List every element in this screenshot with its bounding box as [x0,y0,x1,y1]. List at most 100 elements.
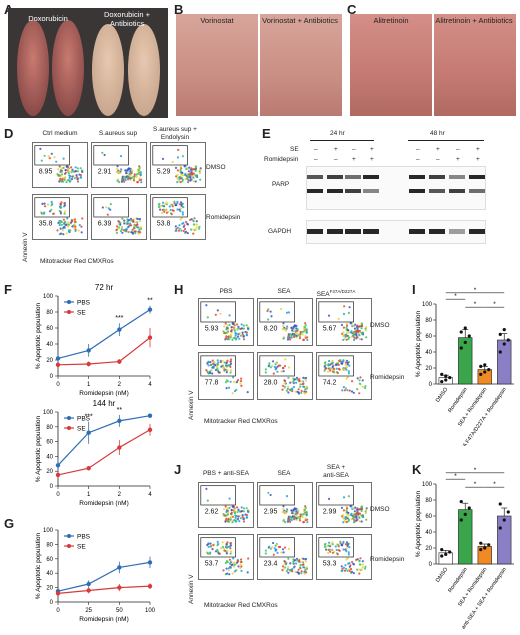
gate-percentage: 53.7 [205,560,219,567]
gate-percentage: 5.67 [323,326,337,333]
j-col-1: SEA [277,470,291,477]
panel-label-g: G [4,516,15,531]
gapdh-band [409,229,425,234]
data-point [448,550,452,554]
flow-plot-h-1-2: 74.2 [316,352,372,400]
y-tick-label: 0 [429,382,433,388]
d-xlabel: Mitotracker Red CMXRos [40,258,114,265]
j-xlabel: Mitotracker Red CMXRos [204,602,278,609]
legend-marker [67,300,71,304]
data-point-se [117,445,122,450]
data-point [483,546,487,550]
e-romi-sign: + [456,156,460,163]
flow-plot-d-1-0: 35.8 [32,194,88,240]
category-label: DMSO [435,386,450,404]
data-point [440,380,444,384]
flow-plot-d-0-0: 8.95 [32,142,88,188]
e-row-romi: Romidepsin [264,156,299,163]
e-band-parp: PARP [272,181,290,188]
series-line-pbs [57,415,151,466]
sig-star: * [493,301,496,308]
gate-percentage: 5.29 [157,168,171,175]
gate-percentage: 35.8 [39,220,53,227]
x-tick-label: 100 [145,608,156,614]
gate-box [93,145,129,166]
gapdh-band [429,229,445,234]
gate-box [318,537,354,558]
legend-label: SE [77,310,86,317]
x-tick-label: 1 [87,492,91,498]
h-row-0: DMSO [370,322,390,329]
y-tick-label: 20 [46,586,53,592]
bar [458,337,473,385]
e-band-gapdh: GAPDH [268,228,292,235]
gate-percentage: 6.39 [98,220,112,227]
sig-star: * [454,473,457,480]
flow-plot-j-1-0: 53.7 [198,534,254,580]
data-point [498,502,502,506]
data-point [506,510,510,514]
western-blot-parp [306,166,486,210]
y-tick-label: 80 [46,542,53,548]
sig-star: * [474,481,477,488]
x-tick-label: 0 [56,382,60,388]
significance-mark: ** [147,298,153,305]
x-axis-label: Romidepsin (nM) [79,616,129,623]
e-se-sign: + [476,146,480,153]
photo-feet [8,8,168,118]
j-col-2: SEA + anti-SEA [323,464,349,479]
data-point [444,378,448,382]
legend-label: SE [77,544,86,551]
h-col-2: SEAF47A/D227A [316,289,356,299]
data-point-se [86,361,91,367]
gate-box [318,485,354,506]
data-point [459,518,463,522]
chart-f-72hr: 72 hr 0 20 40 60 80 100 0 1 2 4 Romidepsin (nM) % Ap… [35,283,153,397]
x-tick-label: 25 [85,608,92,614]
gapdh-band [449,229,465,234]
e-romi-sign: + [352,156,356,163]
data-point [459,346,463,350]
e-romi-sign: + [476,156,480,163]
data-point [459,500,463,504]
category-label: Romidepsin [447,387,469,414]
data-point [502,328,506,332]
y-tick-label: 60 [46,440,53,446]
data-point-pbs [117,327,122,332]
legend-label: SE [77,426,86,433]
flow-plot-j-0-2: 2.99 [316,482,372,528]
h-xlabel: Mitotracker Red CMXRos [204,418,278,425]
parp-band-upper [327,175,343,179]
flow-plot-h-0-1: 8.20 [257,298,313,346]
data-point-se [55,472,61,478]
data-point-se [86,466,91,471]
d-col-0: Ctrl medium [42,130,78,137]
e-se-sign: – [352,146,356,153]
series-line-se [57,429,151,476]
data-point [440,548,444,552]
gapdh-band [345,229,361,234]
photo-a-left-caption: Doxorubicin [28,14,68,23]
data-point [502,518,506,522]
x-tick-label: 0 [56,492,60,498]
d-row-0: DMSO [206,164,226,171]
data-point-pbs [147,560,153,565]
e-se-sign: + [334,146,338,153]
y-tick-label: 40 [425,350,432,356]
bar [458,509,473,565]
data-point [498,332,502,336]
panel-label-b: B [174,2,184,17]
sig-star: * [474,301,477,308]
panel-label-c: C [347,2,357,17]
chart-title: 144 hr [93,400,116,408]
chart-f-144hr: 144 hr 0 20 40 60 80 100 0 1 2 4 Romidepsin (nM) % A… [35,400,152,507]
y-tick-label: 60 [46,557,53,563]
photo-b-right-caption: Vorinostat + Antibiotics [262,16,338,25]
parp-band-lower [409,189,425,193]
data-point-pbs [147,307,153,312]
data-point [444,374,448,378]
gate-percentage: 28.0 [264,380,278,387]
y-tick-label: 60 [425,334,432,340]
x-tick-label: 0 [56,608,60,614]
gate-box [93,197,129,218]
